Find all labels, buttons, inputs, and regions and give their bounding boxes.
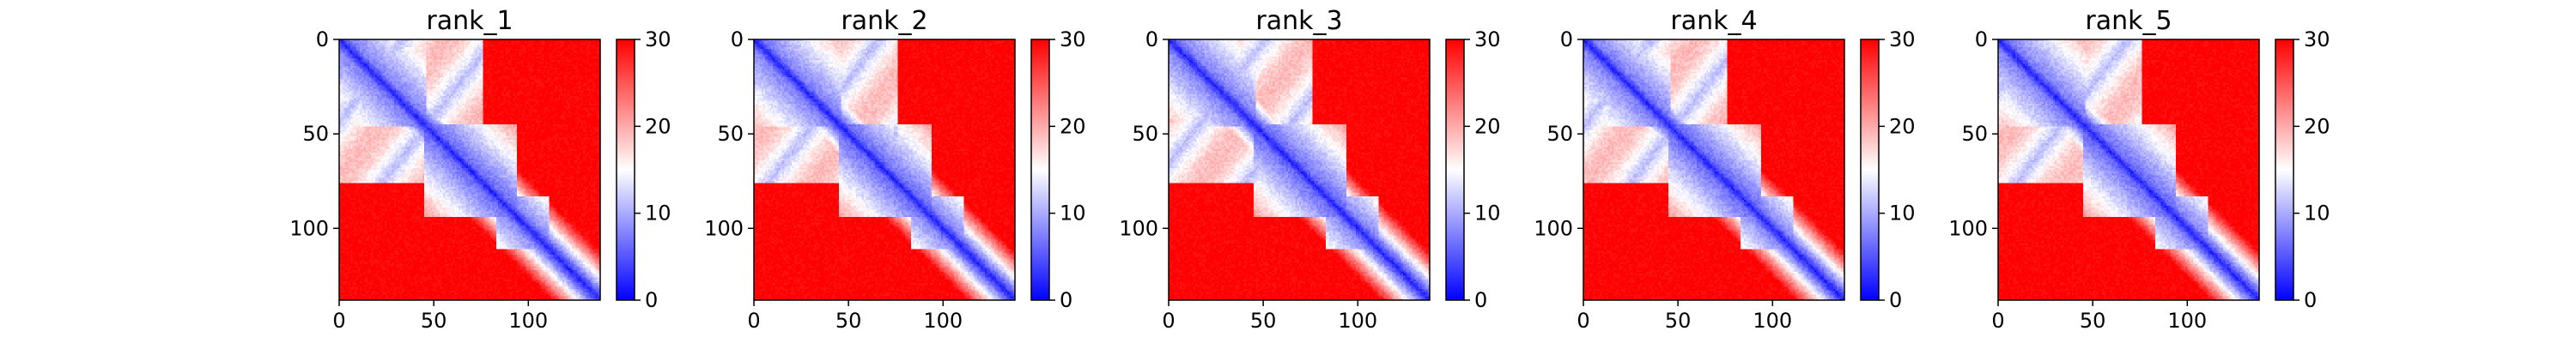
y-tick-label: 50 [1546, 122, 1573, 146]
x-tick-label: 100 [1753, 309, 1792, 333]
colorbar-tick-label: 10 [2304, 202, 2330, 226]
colorbar [616, 39, 635, 301]
y-tick-label: 50 [1961, 122, 1988, 146]
colorbar-tick-label: 0 [2304, 288, 2317, 312]
colorbar-tick-label: 0 [1474, 288, 1487, 312]
colorbar-tick-label: 10 [1889, 202, 1916, 226]
colorbar [1030, 39, 1050, 301]
colorbar [1445, 39, 1465, 301]
colorbar-tick-label: 20 [2304, 114, 2330, 138]
y-tick-label: 100 [1119, 216, 1158, 240]
colorbar-tick-label: 30 [1474, 27, 1501, 51]
colorbar-tick-label: 0 [1060, 288, 1072, 312]
panel-1: rank_1 0 50 100 0 50 100 0 10 20 30 [289, 6, 671, 333]
panel-title: rank_2 [841, 6, 927, 36]
colorbar-tick-label: 10 [1474, 202, 1501, 226]
y-tick-label: 100 [1534, 216, 1573, 240]
y-tick-label: 0 [1145, 27, 1158, 51]
heatmap-image [1169, 39, 1430, 300]
y-tick-label: 50 [717, 122, 744, 146]
heatmap-frame [338, 39, 601, 301]
x-tick-label: 100 [508, 309, 548, 333]
y-tick-label: 0 [1560, 27, 1573, 51]
heatmap-frame [1583, 39, 1845, 301]
heatmap-frame [1997, 39, 2260, 301]
heatmap-frame [1168, 39, 1431, 301]
colorbar-tick-label: 20 [1060, 114, 1086, 138]
y-tick-label: 50 [302, 122, 329, 146]
heatmap-frame [753, 39, 1016, 301]
y-tick-label: 100 [289, 216, 329, 240]
x-tick-label: 100 [923, 309, 963, 333]
x-tick-label: 0 [332, 309, 345, 333]
colorbar-tick-label: 10 [1060, 202, 1086, 226]
heatmap-image [1998, 39, 2259, 300]
colorbar-tick-label: 20 [1474, 114, 1501, 138]
x-tick-label: 100 [1338, 309, 1377, 333]
x-tick-label: 50 [835, 309, 862, 333]
colorbar-tick-label: 30 [645, 27, 671, 51]
y-tick-label: 100 [1948, 216, 1988, 240]
heatmap-image [754, 39, 1015, 300]
x-tick-label: 0 [747, 309, 760, 333]
x-tick-label: 50 [421, 309, 447, 333]
colorbar-tick-label: 30 [1889, 27, 1916, 51]
y-tick-label: 0 [731, 27, 744, 51]
x-tick-label: 100 [2167, 309, 2207, 333]
panel-2: rank_2 0 50 100 0 50 100 0 10 20 30 [704, 6, 1085, 333]
panel-title: rank_5 [2085, 6, 2172, 36]
colorbar [1860, 39, 1880, 301]
colorbar-tick-label: 30 [2304, 27, 2330, 51]
panel-title: rank_3 [1255, 6, 1342, 36]
x-tick-label: 0 [1991, 309, 2004, 333]
panel-4: rank_4 0 50 100 0 50 100 0 10 20 30 [1534, 6, 1915, 333]
x-tick-label: 0 [1577, 309, 1589, 333]
colorbar-tick-label: 10 [645, 202, 671, 226]
colorbar-tick-label: 0 [1889, 288, 1902, 312]
colorbar-tick-label: 20 [645, 114, 671, 138]
x-tick-label: 50 [2080, 309, 2106, 333]
colorbar-tick-label: 0 [645, 288, 658, 312]
colorbar-tick-label: 30 [1060, 27, 1086, 51]
panel-5: rank_5 0 50 100 0 50 100 0 10 20 30 [1948, 6, 2330, 333]
y-tick-label: 100 [704, 216, 744, 240]
panel-title: rank_1 [426, 6, 513, 36]
panel-title: rank_4 [1670, 6, 1757, 36]
y-tick-label: 50 [1132, 122, 1158, 146]
x-tick-label: 50 [1665, 309, 1692, 333]
x-tick-label: 50 [1250, 309, 1277, 333]
heatmap-image [339, 39, 600, 300]
panel-3: rank_3 0 50 100 0 50 100 0 10 20 30 [1119, 6, 1500, 333]
heatmap-image [1583, 39, 1844, 300]
y-tick-label: 0 [316, 27, 329, 51]
colorbar [2275, 39, 2294, 301]
y-tick-label: 0 [1975, 27, 1988, 51]
colorbar-tick-label: 20 [1889, 114, 1916, 138]
x-tick-label: 0 [1162, 309, 1175, 333]
